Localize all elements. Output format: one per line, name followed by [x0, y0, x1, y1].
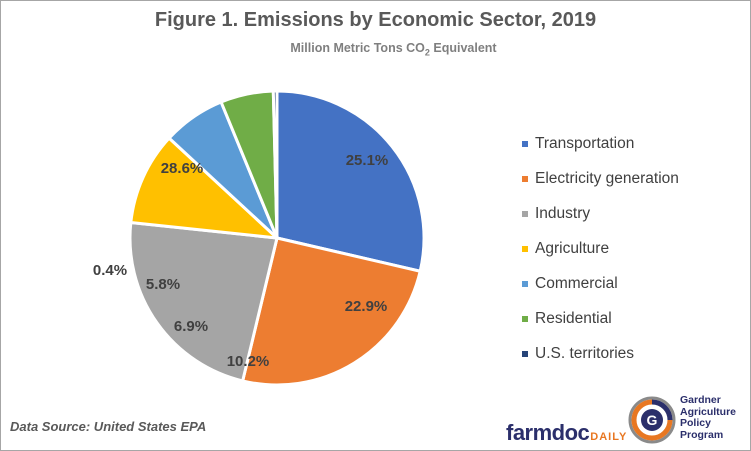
legend-label-us-territories: U.S. territories	[535, 344, 635, 362]
data-label-electricity-generation: 25.1%	[346, 152, 389, 169]
legend-item-us-territories: U.S. territories	[522, 336, 742, 371]
subtitle-main: Million Metric Tons CO	[290, 41, 425, 55]
legend-label-residential: Residential	[535, 309, 612, 327]
legend-item-commercial: Commercial	[522, 266, 742, 301]
pie-slice-industry	[128, 220, 279, 383]
gardner-line-2: Agriculture	[680, 405, 737, 418]
legend-item-transportation: Transportation	[522, 126, 742, 161]
gardner-line-3: Policy	[680, 417, 711, 429]
data-label-industry: 22.9%	[345, 298, 388, 315]
farmdoc-daily-logo: farmdocDAILY	[506, 420, 627, 446]
legend-label-agriculture: Agriculture	[535, 239, 610, 257]
chart-title: Figure 1. Emissions by Economic Sector, …	[154, 9, 597, 31]
legend-item-industry: Industry	[522, 196, 742, 231]
farmdoc-wordmark: farmdoc	[506, 420, 590, 445]
pie-slice-electricity-generation	[240, 236, 423, 387]
chart-legend: Transportation Electricity generation Indu…	[522, 126, 742, 371]
logo-letter: G	[647, 412, 658, 428]
data-label-us-territories: 0.4%	[93, 262, 127, 279]
pie-slice-transportation	[275, 89, 426, 274]
legend-swatch-electricity-generation	[522, 175, 528, 182]
legend-swatch-industry	[522, 210, 528, 217]
legend-label-commercial: Commercial	[535, 274, 618, 292]
data-source-note: Data Source: United States EPA	[10, 419, 207, 434]
gardner-program-icon: G	[628, 396, 676, 444]
data-label-residential: 5.8%	[146, 276, 180, 293]
gardner-program-name: Gardner Agriculture Policy Program	[680, 394, 737, 441]
legend-swatch-residential	[522, 315, 528, 322]
data-label-transportation: 28.6%	[161, 160, 204, 177]
subtitle-subscript: 2	[424, 47, 430, 58]
legend-swatch-us-territories	[522, 350, 528, 357]
legend-item-electricity-generation: Electricity generation	[522, 161, 742, 196]
pie-slice-agriculture	[129, 136, 282, 240]
gardner-line-4: Program	[680, 428, 724, 441]
legend-label-electricity-generation: Electricity generation	[535, 169, 679, 187]
chart-subtitle: Million Metric Tons CO2 Equivalent	[0, 41, 751, 58]
legend-item-agriculture: Agriculture	[522, 231, 742, 266]
data-label-agriculture: 10.2%	[227, 353, 270, 370]
legend-label-industry: Industry	[535, 204, 591, 222]
data-label-commercial: 6.9%	[174, 318, 208, 335]
subtitle-tail: Equivalent	[429, 41, 497, 55]
legend-swatch-agriculture	[522, 245, 528, 252]
legend-label-transportation: Transportation	[535, 134, 635, 152]
gardner-line-1: Gardner	[680, 394, 721, 406]
pie-slice-us-territories	[271, 89, 279, 239]
legend-item-residential: Residential	[522, 301, 742, 336]
pie-slices	[128, 89, 426, 387]
legend-swatch-commercial	[522, 280, 528, 287]
daily-wordmark: DAILY	[590, 431, 628, 443]
pie-data-labels: 28.6% 25.1% 22.9% 10.2% 6.9% 5.8% 0.4%	[93, 152, 388, 370]
legend-swatch-transportation	[522, 140, 528, 147]
